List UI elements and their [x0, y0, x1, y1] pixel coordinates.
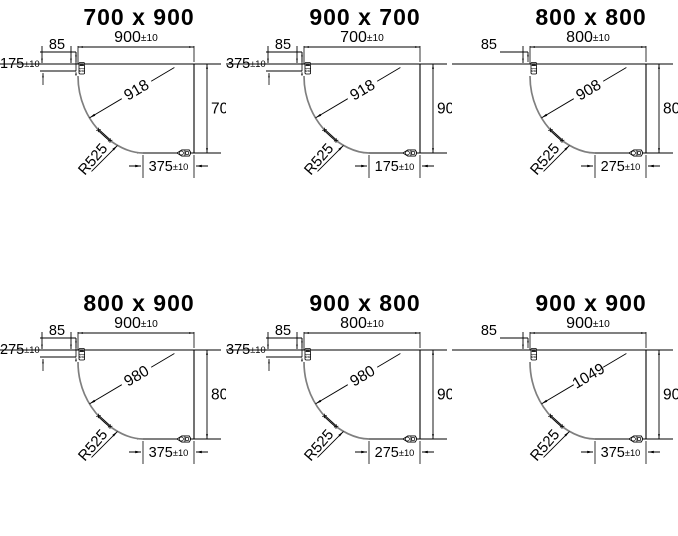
svg-text:85: 85 — [481, 37, 497, 53]
svg-text:R525: R525 — [527, 140, 563, 178]
svg-text:175±10: 175±10 — [0, 56, 40, 72]
svg-text:800±10: 800±10 — [211, 387, 226, 404]
svg-text:900±10: 900±10 — [437, 387, 452, 404]
svg-text:700±10: 700±10 — [340, 29, 384, 46]
svg-text:375±10: 375±10 — [149, 445, 189, 461]
svg-text:700±10: 700±10 — [211, 101, 226, 118]
svg-text:800±10: 800±10 — [566, 29, 610, 46]
svg-text:900±10: 900±10 — [663, 387, 678, 404]
svg-text:900±10: 900±10 — [566, 315, 610, 332]
svg-text:800±10: 800±10 — [663, 101, 678, 118]
svg-text:918: 918 — [347, 77, 378, 105]
svg-text:R525: R525 — [527, 426, 563, 464]
svg-text:275±10: 275±10 — [601, 159, 641, 175]
svg-text:375±10: 375±10 — [226, 56, 266, 72]
svg-text:275±10: 275±10 — [0, 342, 40, 358]
svg-text:85: 85 — [481, 323, 497, 339]
svg-text:908: 908 — [573, 77, 604, 105]
svg-text:R525: R525 — [75, 426, 111, 464]
svg-text:85: 85 — [275, 323, 291, 339]
svg-text:375±10: 375±10 — [226, 342, 266, 358]
svg-text:980: 980 — [347, 362, 378, 390]
svg-text:375±10: 375±10 — [601, 445, 641, 461]
svg-text:85: 85 — [49, 37, 65, 53]
svg-text:900±10: 900±10 — [114, 315, 158, 332]
svg-text:R525: R525 — [75, 140, 111, 178]
svg-text:85: 85 — [275, 37, 291, 53]
svg-text:275±10: 275±10 — [375, 445, 415, 461]
svg-text:R525: R525 — [301, 426, 337, 464]
svg-text:175±10: 175±10 — [375, 159, 415, 175]
svg-text:85: 85 — [49, 323, 65, 339]
svg-text:900±10: 900±10 — [437, 101, 452, 118]
svg-text:1049: 1049 — [570, 360, 608, 392]
svg-text:900±10: 900±10 — [114, 29, 158, 46]
svg-text:R525: R525 — [301, 140, 337, 178]
svg-text:918: 918 — [121, 77, 152, 105]
svg-text:375±10: 375±10 — [149, 159, 189, 175]
svg-text:800±10: 800±10 — [340, 315, 384, 332]
svg-text:980: 980 — [121, 362, 152, 390]
